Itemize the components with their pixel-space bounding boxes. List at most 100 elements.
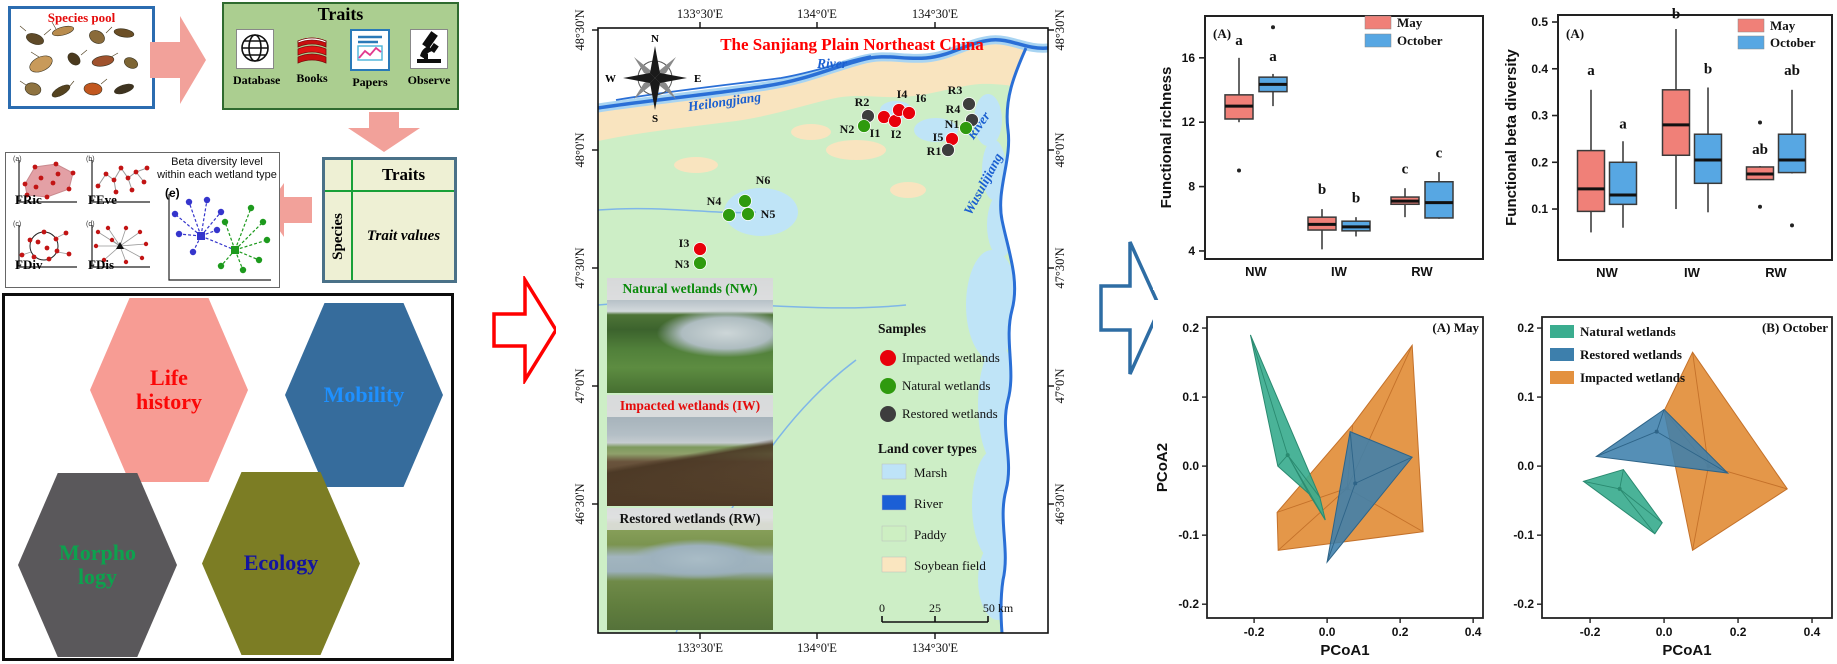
legend-swatch: [881, 525, 907, 542]
map-x-tick: 134°0'E: [797, 7, 837, 21]
legend-swatch: [881, 463, 907, 480]
legend-label: May: [1397, 15, 1423, 30]
significance-letter: ab: [1784, 63, 1800, 79]
significance-letter: a: [1619, 117, 1627, 133]
map-y-tick: 48°0'N: [573, 132, 587, 167]
svg-text:12: 12: [1182, 115, 1196, 129]
microscope-icon: [410, 29, 448, 69]
svg-text:0: 0: [879, 601, 885, 615]
significance-letter: b: [1704, 61, 1712, 77]
svg-text:0.2: 0.2: [1182, 321, 1199, 335]
site-dot-I6: [902, 106, 916, 120]
site-label-I6: I6: [916, 91, 927, 105]
svg-text:-0.1: -0.1: [1513, 528, 1534, 542]
significance-letter: a: [1269, 49, 1277, 65]
rw-photo: Restored wetlands (RW): [607, 508, 773, 630]
table-traits-header: Traits: [353, 160, 454, 192]
x-category: RW: [1765, 265, 1787, 280]
legend-label: Impacted wetlands: [1580, 370, 1685, 385]
svg-text:-0.2: -0.2: [1244, 625, 1265, 639]
svg-text:0.2: 0.2: [1531, 155, 1548, 169]
centroid-point: [1617, 486, 1622, 491]
legend-label: River: [914, 496, 944, 511]
books-icon: [294, 29, 330, 67]
study-area-map: The Sanjiang Plain Northeast China N S W E 13…: [556, 0, 1096, 664]
feve-mini-plot: (b) FEve: [84, 156, 154, 208]
svg-text:16: 16: [1182, 51, 1196, 65]
x-axis-label: PCoA1: [1662, 642, 1711, 659]
site-dot-R3: [962, 97, 976, 111]
box-October-NW: [1608, 161, 1638, 206]
panel-label: (A): [1566, 26, 1584, 41]
legend-dot: [880, 350, 896, 366]
legend-label: May: [1770, 18, 1796, 33]
site-label-N1: N1: [945, 117, 960, 131]
landcover-legend-title: Land cover types: [878, 441, 977, 456]
svg-text:0.2: 0.2: [1517, 321, 1534, 335]
site-label-R3: R3: [948, 83, 963, 97]
map-x-tick: 134°0'E: [797, 641, 837, 655]
svg-text:4: 4: [1188, 244, 1195, 258]
panel-label: (A) May: [1432, 320, 1479, 335]
species-collage-image: [19, 21, 138, 98]
x-category: IW: [1684, 265, 1701, 280]
map-y-tick: 46°30'N: [573, 483, 587, 524]
legend-label: Impacted wetlands: [902, 350, 1000, 365]
panel-e-tag: (e): [165, 186, 180, 200]
pcoa-plot-may: -0.2 0.0 0.2 0.4 0.2 0.1 0.0 -0.1 -0.2 PCoA1 PCoA2…: [1153, 300, 1490, 664]
significance-letter: ab: [1752, 142, 1768, 158]
site-label-R4: R4: [946, 102, 961, 116]
svg-text:0.4: 0.4: [1531, 62, 1548, 76]
site-dot-I3: [693, 242, 707, 256]
svg-text:25: 25: [929, 601, 941, 615]
beta-panel-caption: Beta diversity level within each wetland…: [157, 156, 277, 181]
box-May-IW: [1661, 89, 1691, 157]
y-axis-label: Functional richness: [1158, 67, 1175, 209]
map-x-tick: 133°30'E: [677, 7, 724, 21]
centroid-point: [1285, 453, 1290, 458]
map-y-tick: 48°30'N: [573, 9, 587, 50]
svg-text:0.0: 0.0: [1517, 459, 1534, 473]
arrow-down-icon: [348, 112, 420, 152]
legend-label: Marsh: [914, 465, 948, 480]
significance-letter: c: [1402, 162, 1409, 178]
arrow-right-icon: [150, 16, 206, 104]
legend-label: Natural wetlands: [902, 378, 990, 393]
iw-photo-label: Impacted wetlands (IW): [607, 395, 773, 417]
y-axis-label: PCoA2: [1154, 443, 1171, 492]
x-category: RW: [1411, 264, 1433, 279]
svg-text:0.1: 0.1: [1517, 390, 1534, 404]
site-dot-N6: [738, 194, 752, 208]
species-pool-box: Species pool: [8, 6, 155, 109]
significance-letter: a: [1587, 63, 1595, 79]
arrow-blue-outline-icon: [1099, 241, 1162, 375]
significance-letter: b: [1318, 182, 1326, 198]
site-dot-N4: [722, 208, 736, 222]
pcoa-plot-october: -0.2 0.0 0.2 0.4 0.2 0.1 0.0 -0.1 -0.2 PCoA1 (B) O…: [1500, 300, 1837, 664]
nw-photo-label: Natural wetlands (NW): [607, 278, 773, 300]
trait-source-papers: Papers: [348, 29, 392, 90]
x-category: NW: [1245, 264, 1267, 279]
site-label-I3: I3: [679, 236, 690, 250]
map-y-tick: 47°30'N: [573, 247, 587, 288]
outlier-point: [1790, 223, 1794, 228]
site-label-I2: I2: [891, 127, 902, 141]
x-category: NW: [1596, 265, 1618, 280]
outlier-point: [1237, 168, 1241, 173]
fdiv-mini-plot: (c) FDiv: [11, 221, 81, 273]
site-dot-N3: [693, 256, 707, 270]
map-y-tick: 46°30'N: [1053, 483, 1067, 524]
traits-sources-panel: Traits Database Books: [222, 2, 459, 110]
legend-label: Soybean field: [914, 558, 986, 573]
fric-mini-plot: (a) FRic: [11, 156, 81, 208]
map-y-tick: 48°30'N: [1053, 9, 1067, 50]
centroid-point: [1353, 481, 1358, 486]
panel-label: (A): [1213, 26, 1231, 41]
site-label-I4: I4: [897, 87, 908, 101]
svg-text:0.0: 0.0: [1182, 459, 1199, 473]
legend-label: Restored wetlands: [902, 406, 998, 421]
hull-natural-wetlands: [1249, 334, 1326, 521]
beta-network-plot: (e): [159, 186, 275, 286]
site-dot-N2: [857, 119, 871, 133]
boxplot-functional-beta-diversity: 0.1 0.2 0.3 0.4 0.5 NW IW RW Functional beta div…: [1500, 2, 1837, 290]
